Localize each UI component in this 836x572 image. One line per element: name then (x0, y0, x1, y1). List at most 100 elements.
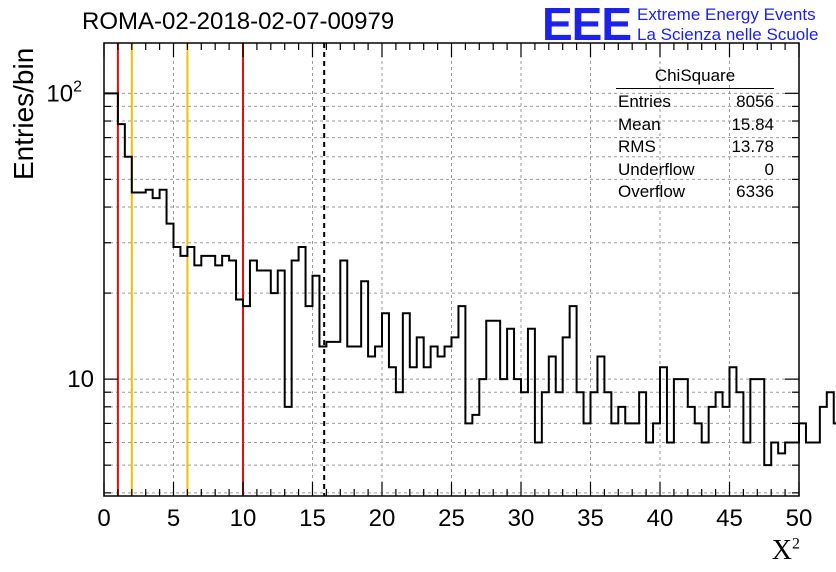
x-axis-label-base: X (771, 535, 792, 566)
stats-value: 8056 (736, 92, 774, 111)
stats-row-underflow: Underflow 0 (612, 159, 778, 182)
histogram-bin (757, 379, 764, 496)
logo-line-1: Extreme Energy Events (637, 5, 816, 24)
histogram-bin (125, 157, 132, 496)
stats-row-entries: Entries 8056 (612, 91, 778, 114)
histogram-bin (403, 313, 410, 496)
histogram-bin (361, 281, 368, 496)
histogram-bin (306, 306, 313, 496)
x-tick-label: 15 (299, 505, 326, 532)
histogram-bin (507, 329, 514, 496)
histogram-bin (445, 347, 452, 496)
stats-label: Entries (618, 92, 671, 111)
histogram-bin (792, 443, 799, 496)
histogram-bin (542, 392, 549, 496)
histogram-bin (667, 443, 674, 496)
histogram-bin (187, 247, 194, 496)
histogram-bin (563, 337, 570, 496)
histogram-bin (215, 265, 222, 496)
histogram-bin (472, 415, 479, 496)
histogram-bin (632, 423, 639, 496)
histogram-bin (528, 329, 535, 496)
histogram-bin (250, 261, 257, 496)
histogram-bin (431, 347, 438, 496)
histogram-bin (410, 367, 417, 496)
histogram-bin (604, 392, 611, 496)
y-tick-label: 10 (67, 366, 94, 393)
histogram-bin (785, 443, 792, 496)
x-axis-label-exponent: 2 (792, 535, 800, 553)
histogram-bin (577, 392, 584, 496)
stats-label: Underflow (618, 159, 695, 179)
histogram-bin (396, 392, 403, 496)
x-tick-label: 35 (577, 505, 604, 532)
histogram-bin (486, 321, 493, 496)
histogram-bin (743, 443, 750, 496)
x-tick-label: 25 (438, 505, 465, 532)
histogram-bin (452, 337, 459, 496)
histogram-bin (236, 299, 243, 496)
histogram-bin (201, 256, 208, 496)
x-tick-label: 20 (369, 505, 396, 532)
chart-title: ROMA-02-2018-02-07-00979 (82, 8, 395, 35)
x-tick-label: 45 (716, 505, 743, 532)
histogram-bin (278, 270, 285, 496)
histogram-bin (458, 306, 465, 496)
stats-label: Overflow (618, 182, 686, 201)
histogram-bin (174, 247, 181, 496)
x-axis-label: X2 (772, 535, 800, 567)
x-tick-label: 50 (786, 505, 813, 532)
histogram-bin (736, 392, 743, 496)
histogram-bin (799, 423, 806, 496)
histogram-bin (618, 407, 625, 496)
histogram-bin (493, 321, 500, 496)
histogram-bin (285, 407, 292, 496)
histogram-bin (556, 392, 563, 496)
histogram-bin (521, 392, 528, 496)
histogram-bin (806, 443, 813, 496)
histogram-bin (333, 342, 340, 496)
histogram-bin (465, 423, 472, 496)
histogram-bin (730, 367, 737, 496)
histogram-bin (111, 93, 118, 496)
histogram-bin (570, 306, 577, 496)
stats-value: 6336 (736, 182, 774, 201)
histogram-bin (813, 443, 820, 496)
histogram-bin (160, 190, 167, 496)
histogram-bin (591, 392, 598, 496)
histogram-bin (611, 423, 618, 496)
histogram-bin (716, 392, 723, 496)
histogram-bin (597, 356, 604, 496)
x-tick-label: 0 (97, 505, 110, 532)
stats-label: RMS (618, 137, 656, 156)
stats-box: ChiSquare Entries 8056 Mean 15.84 RMS 13… (612, 66, 778, 204)
grid (104, 43, 799, 496)
x-tick-label: 5 (167, 505, 180, 532)
histogram-bin (208, 256, 215, 496)
histogram-bin (688, 407, 695, 496)
histogram-bin (695, 423, 702, 496)
histogram-bin (681, 379, 688, 496)
histogram-bin (514, 379, 521, 496)
histogram-bin (118, 124, 125, 496)
histogram-bin (313, 276, 320, 496)
histogram-bin (771, 443, 778, 496)
eee-logo: EEE (542, 0, 632, 50)
logo-line-2: La Scienza nelle Scuole (637, 25, 819, 44)
histogram-bin (584, 423, 591, 496)
histogram-bin (326, 342, 333, 496)
histogram-bin (146, 190, 153, 496)
histogram-bin (257, 270, 264, 496)
histogram-bin (709, 407, 716, 496)
histogram-bin (180, 256, 187, 496)
histogram-bin (674, 379, 681, 496)
y-tick-label: 102 (46, 78, 82, 107)
histogram-bin (549, 356, 556, 496)
stats-value: 13.78 (731, 137, 774, 156)
y-axis-label: Entries/bin (8, 47, 39, 180)
axes: 0 5 10 15 20 25 30 35 40 45 50 10 102 (46, 42, 813, 532)
histogram-bin (764, 465, 771, 496)
histogram-bin (438, 356, 445, 496)
histogram-bin (368, 356, 375, 496)
